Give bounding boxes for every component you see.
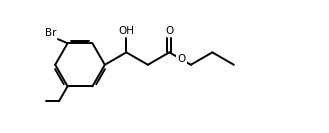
Text: O: O	[165, 26, 173, 36]
Text: O: O	[177, 54, 185, 64]
Text: Br: Br	[45, 28, 57, 38]
Text: OH: OH	[118, 26, 134, 36]
